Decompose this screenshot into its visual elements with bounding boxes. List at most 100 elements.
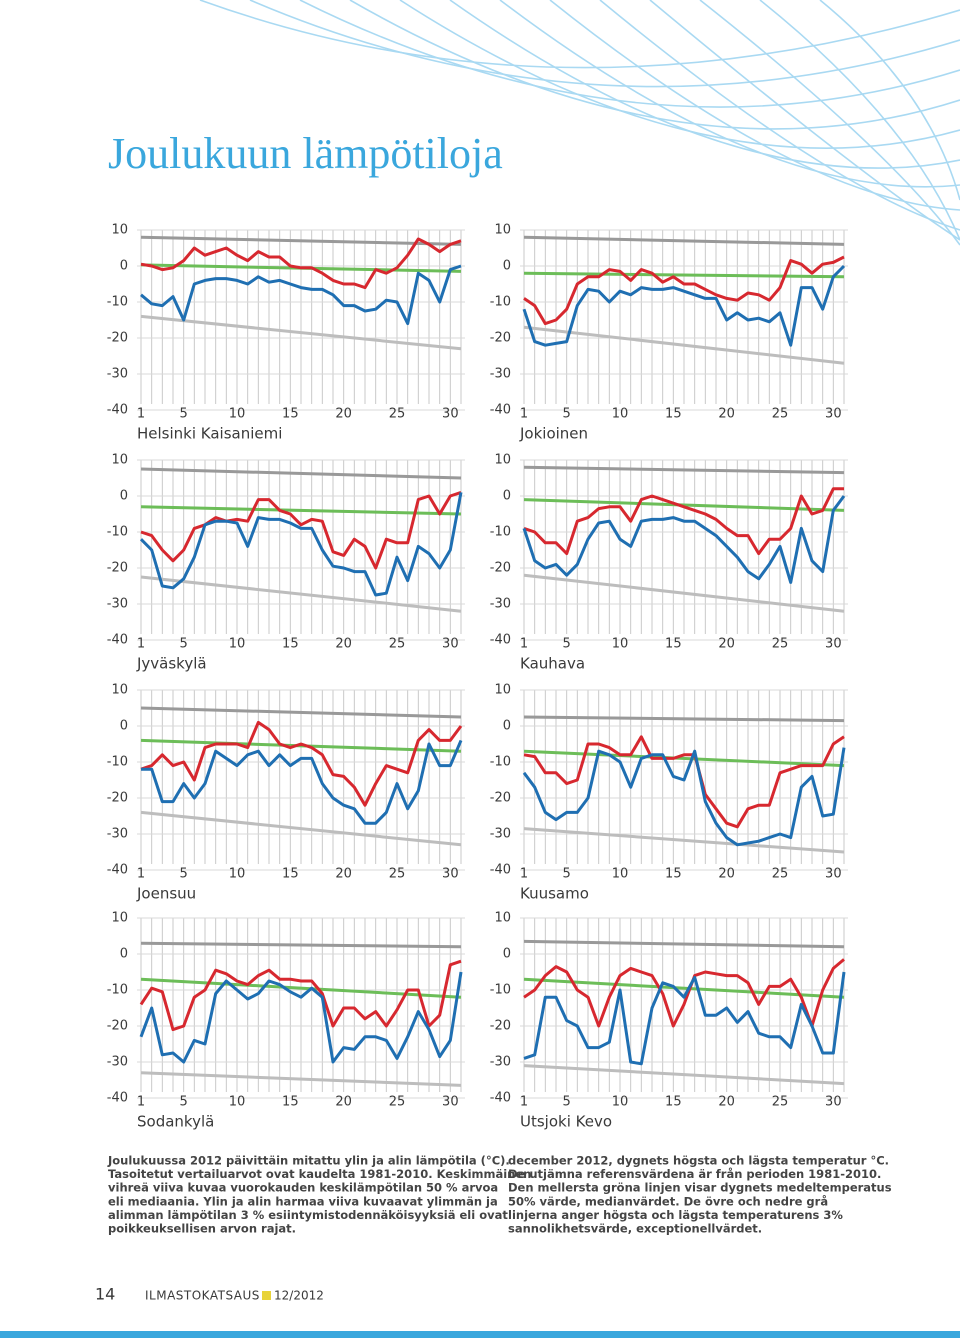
x-tick-label: 5 [563, 637, 571, 652]
series-line [523, 573, 845, 613]
series-line [140, 977, 462, 999]
y-tick-label: -10 [490, 295, 511, 310]
series-line [523, 977, 845, 999]
x-tick-label: 30 [442, 637, 459, 652]
x-tick-label: 5 [180, 867, 188, 882]
y-tick-label: -10 [107, 983, 128, 998]
publication: ILMASTOKATSAUS [145, 1289, 260, 1303]
y-tick-label: -20 [107, 561, 128, 576]
y-tick-label: 10 [494, 683, 511, 698]
x-tick-label: 20 [335, 1095, 352, 1110]
y-tick-label: -20 [107, 331, 128, 346]
y-tick-label: -10 [490, 525, 511, 540]
series-line [523, 715, 845, 723]
x-tick-label: 10 [229, 1095, 246, 1110]
x-tick-label: 30 [442, 867, 459, 882]
y-tick-label: -40 [490, 863, 511, 878]
series-line [523, 465, 845, 475]
captions: Joulukuussa 2012 päivittäin mitattu ylin… [107, 1154, 892, 1236]
x-tick-label: 10 [229, 407, 246, 422]
x-tick-label: 25 [772, 867, 789, 882]
series-line [139, 971, 463, 1064]
x-tick-label: 30 [825, 867, 842, 882]
y-tick-label: 0 [120, 947, 128, 962]
y-tick-label: -30 [490, 1055, 511, 1070]
x-tick-label: 15 [282, 867, 299, 882]
x-tick-label: 20 [718, 1095, 735, 1110]
y-tick-label: -30 [107, 367, 128, 382]
chart-title: Helsinki Kaisaniemi [137, 425, 282, 443]
series-line [523, 939, 845, 949]
caption-line: alimman lämpötilan 3 % esiintymistodennä… [108, 1208, 508, 1222]
series-line [523, 255, 845, 326]
x-tick-label: 1 [137, 1095, 145, 1110]
series-line [141, 739, 463, 825]
x-tick-label: 1 [137, 637, 145, 652]
series-line [140, 490, 462, 570]
y-tick-label: -20 [490, 561, 511, 576]
caption-line: linjerna anger högsta och lägsta tempera… [508, 1208, 843, 1222]
x-tick-label: 5 [563, 867, 571, 882]
y-tick-label: -40 [490, 1091, 511, 1106]
y-tick-label: -20 [490, 1019, 511, 1034]
x-tick-label: 15 [282, 1095, 299, 1110]
x-tick-label: 5 [180, 1095, 188, 1110]
x-tick-label: 1 [520, 867, 528, 882]
y-tick-label: -10 [107, 295, 128, 310]
x-tick-label: 1 [520, 407, 528, 422]
chart-title: Jokioinen [519, 425, 588, 443]
series-line [523, 1064, 845, 1086]
y-tick-label: 10 [111, 223, 128, 238]
caption-line: december 2012, dygnets högsta och lägsta… [508, 1154, 889, 1168]
y-tick-label: 10 [111, 683, 128, 698]
y-tick-label: 0 [503, 489, 511, 504]
y-tick-label: -40 [490, 633, 511, 648]
footer-square [262, 1291, 271, 1300]
caption-line: 50% värde, medianvärdet. De övre och ned… [508, 1194, 828, 1208]
x-tick-label: 30 [442, 407, 459, 422]
x-tick-label: 15 [665, 1095, 682, 1110]
x-tick-label: 25 [389, 637, 406, 652]
series-line [523, 487, 844, 556]
y-tick-label: -30 [107, 1055, 128, 1070]
x-tick-label: 15 [282, 407, 299, 422]
x-tick-label: 30 [825, 637, 842, 652]
caption-line: Den mellersta gröna linjen visar dygnets… [508, 1181, 892, 1195]
page-number: 14 [95, 1285, 115, 1304]
x-tick-label: 1 [137, 867, 145, 882]
y-tick-label: 10 [494, 911, 511, 926]
y-tick-label: 10 [111, 911, 128, 926]
chart-title: Sodankylä [137, 1113, 214, 1131]
x-tick-label: 30 [825, 1095, 842, 1110]
y-tick-label: -20 [490, 331, 511, 346]
caption-line: eli mediaania. Ylin ja alin harmaa viiva… [108, 1194, 498, 1208]
series-line [523, 958, 845, 1028]
series-line [523, 271, 845, 279]
y-tick-label: 0 [503, 719, 511, 734]
y-tick-label: 10 [111, 453, 128, 468]
series-line [140, 505, 462, 516]
y-tick-label: -30 [490, 367, 511, 382]
series-line [140, 235, 462, 246]
x-tick-label: 20 [718, 407, 735, 422]
x-tick-label: 15 [665, 867, 682, 882]
series-line [522, 747, 846, 847]
chart-title: Kuusamo [520, 885, 589, 903]
x-tick-label: 10 [612, 407, 629, 422]
x-tick-label: 20 [718, 867, 735, 882]
x-tick-label: 10 [229, 637, 246, 652]
y-tick-label: -20 [107, 791, 128, 806]
x-tick-label: 25 [389, 1095, 406, 1110]
chart-title: Jyväskylä [136, 655, 207, 673]
chart-title: Utsjoki Kevo [520, 1113, 612, 1131]
series-line [523, 749, 845, 768]
x-tick-label: 25 [772, 407, 789, 422]
x-tick-label: 15 [665, 407, 682, 422]
series-line [140, 706, 462, 719]
x-tick-label: 15 [282, 637, 299, 652]
